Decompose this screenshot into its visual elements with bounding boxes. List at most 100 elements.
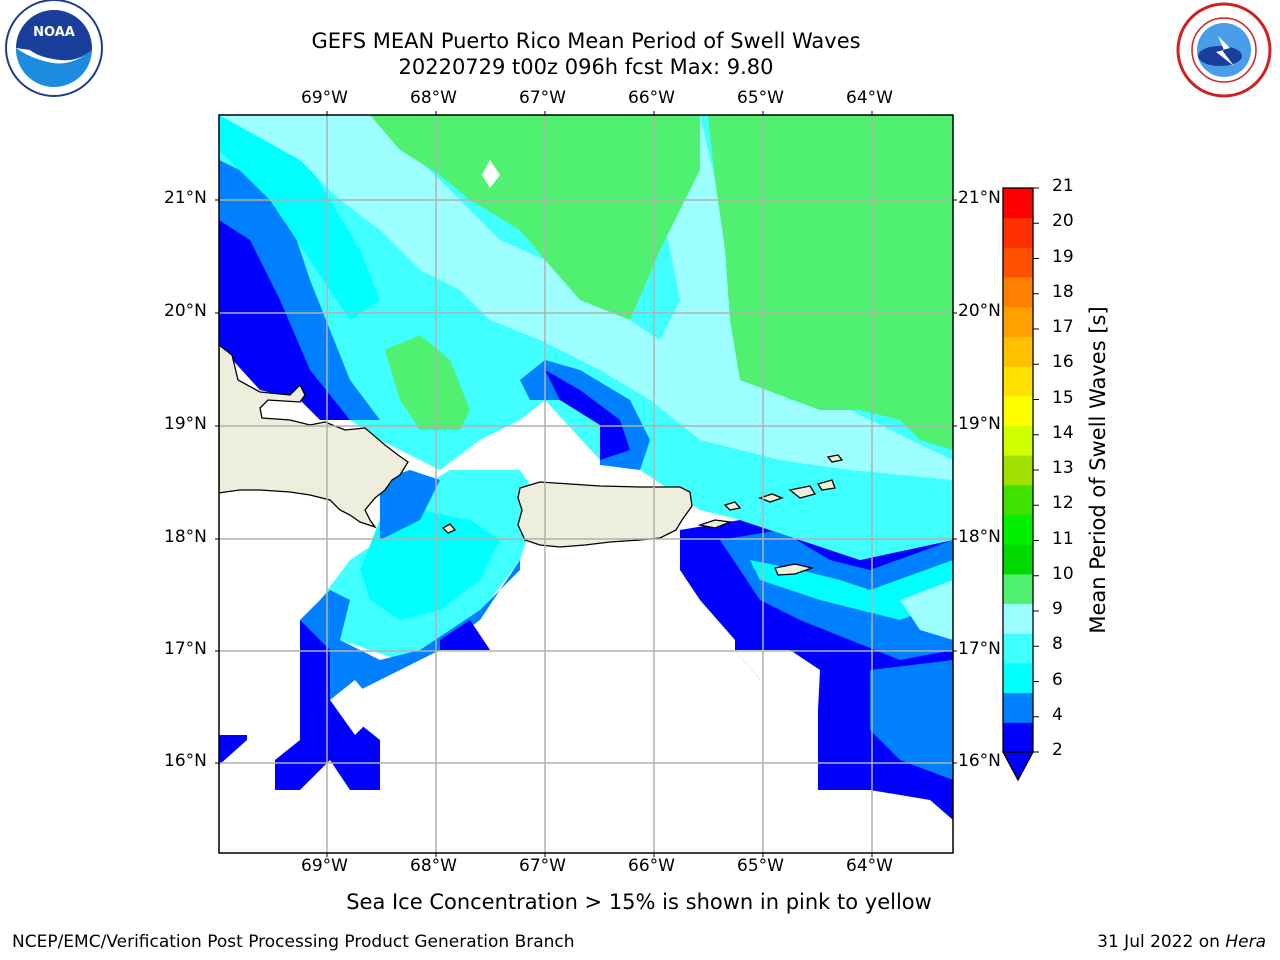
swell-region-4-6 [219, 115, 380, 320]
virgin-islands [788, 485, 817, 499]
colorbar-segment [1003, 366, 1033, 397]
colorbar-segment [1003, 722, 1033, 753]
nws-logo-icon [1176, 2, 1272, 98]
colorbar-tick-label: 15 [1052, 387, 1074, 408]
lat-tick-label-left: 21°N [164, 188, 207, 208]
swell-region-9-plus [370, 115, 700, 320]
footer-branch: NCEP/EMC/Verification Post Processing Pr… [12, 932, 575, 952]
lat-tick-label-right: 17°N [958, 639, 1001, 659]
swell-region-8-9 [900, 580, 953, 640]
swell-region-4-6 [380, 470, 440, 540]
lat-tick-label-right: 20°N [958, 301, 1001, 321]
colorbar-segment [1003, 544, 1033, 575]
colorbar-segment [1003, 336, 1033, 367]
colorbar-tick-label: 19 [1052, 246, 1074, 267]
colorbar-tick-label: 20 [1052, 211, 1074, 232]
svg-text:NOAA: NOAA [33, 25, 75, 40]
hispaniola-land [219, 344, 409, 529]
swell-region-8-9 [219, 115, 953, 500]
colorbar-segment [1003, 514, 1033, 545]
lon-tick-label-top: 67°W [519, 88, 566, 108]
lat-tick-label-right: 21°N [958, 188, 1001, 208]
colorbar-tick-label: 21 [1052, 176, 1074, 196]
colorbar-label: Mean Period of Swell Waves [s] [1086, 306, 1110, 634]
swell-region-4-6 [750, 560, 953, 620]
colorbar-extend-triangle [1001, 751, 1035, 782]
swell-region-6-8 [690, 460, 953, 560]
swell-region-4-6 [870, 660, 953, 780]
noaa-logo-icon: NOAA [5, 0, 103, 97]
colorbar-segment [1003, 217, 1033, 248]
lon-tick-label-bottom: 66°W [628, 856, 675, 876]
lat-tick-label-left: 18°N [164, 527, 207, 547]
puerto-rico-land [517, 481, 693, 548]
virgin-islands [816, 479, 836, 491]
lat-tick-label-right: 16°N [958, 751, 1001, 771]
lon-tick-label-bottom: 68°W [410, 856, 457, 876]
colorbar-segment [1003, 603, 1033, 634]
colorbar-tick-label: 13 [1052, 458, 1074, 478]
lon-tick-label-top: 69°W [301, 88, 348, 108]
swell-region-2-4 [440, 620, 490, 650]
lon-tick-label-bottom: 69°W [301, 856, 348, 876]
st-croix-island [774, 563, 815, 576]
chart-title: GEFS MEAN Puerto Rico Mean Period of Swe… [311, 29, 861, 53]
chart-subtitle: 20220729 t00z 096h fcst Max: 9.80 [398, 55, 774, 79]
colorbar-tick-label: 2 [1052, 740, 1063, 760]
colorbar-segment [1003, 306, 1033, 337]
colorbar-tick-label: 12 [1052, 493, 1074, 514]
mona-island [441, 523, 457, 534]
lon-tick-label-bottom: 65°W [737, 856, 784, 876]
colorbar-segment [1003, 455, 1033, 486]
colorbar-segment [1003, 425, 1033, 456]
colorbar-segment [1003, 188, 1033, 219]
lon-tick-label-top: 64°W [846, 88, 893, 108]
colorbar-segment [1003, 247, 1033, 278]
colorbar-segment [1003, 277, 1033, 308]
colorbar-segment [1003, 484, 1033, 516]
lon-tick-label-top: 68°W [410, 88, 457, 108]
swell-region-2-4 [219, 200, 300, 390]
lat-tick-label-left: 16°N [164, 751, 207, 771]
virgin-islands [758, 493, 784, 503]
colorbar-tick-label: 8 [1052, 634, 1063, 655]
colorbar-tick-label: 4 [1052, 704, 1063, 725]
swell-region-4-6 [300, 560, 520, 700]
lat-tick-label-right: 19°N [958, 414, 1001, 434]
swell-hole [482, 160, 500, 188]
colorbar-segment [1003, 692, 1033, 723]
colorbar-tick-label: 11 [1052, 528, 1074, 549]
colorbar-tick-label: 10 [1052, 563, 1074, 584]
colorbar-tick-label: 17 [1052, 317, 1074, 337]
lat-tick-label-right: 18°N [958, 527, 1001, 547]
colorbar-tick-label: 16 [1052, 352, 1074, 373]
footer-date: 31 Jul 2022 on Hera [1097, 932, 1266, 952]
swell-region-9-plus [385, 335, 470, 430]
lat-tick-label-left: 20°N [164, 301, 207, 321]
swell-region-2-4 [219, 735, 247, 765]
map-fill-layer [219, 115, 953, 853]
no-data-hole [330, 680, 380, 735]
colorbar-segment [1003, 633, 1033, 664]
lon-tick-label-top: 66°W [628, 88, 675, 108]
colorbar-tick-label: 14 [1052, 422, 1074, 443]
lon-tick-label-bottom: 67°W [519, 856, 566, 876]
colorbar-tick-label: 9 [1052, 599, 1063, 619]
lon-tick-label-top: 65°W [737, 88, 784, 108]
map-frame [218, 114, 954, 854]
virgin-islands [697, 519, 733, 529]
virgin-islands [723, 501, 742, 511]
swell-region-4-6 [219, 160, 380, 420]
lon-tick-label-bottom: 64°W [846, 856, 893, 876]
swell-region-2-4 [545, 370, 630, 460]
swell-region-9-plus [708, 115, 953, 450]
colorbar-segment [1003, 662, 1033, 694]
colorbar-tick-label: 6 [1052, 669, 1063, 690]
no-data-area [735, 650, 820, 710]
no-data-area [520, 400, 600, 485]
sea-ice-note: Sea Ice Concentration > 15% is shown in … [346, 890, 932, 914]
anegada-island [826, 454, 844, 463]
lat-tick-label-left: 17°N [164, 639, 207, 659]
colorbar-segment [1003, 395, 1033, 426]
